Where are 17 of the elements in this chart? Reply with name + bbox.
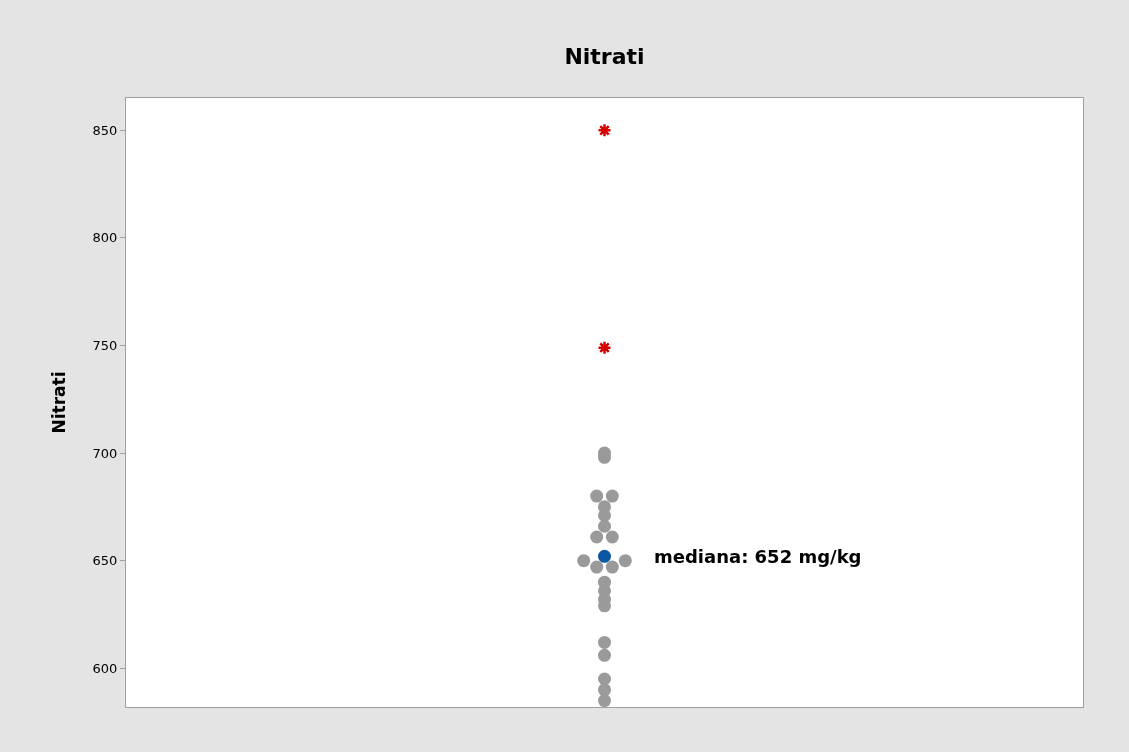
point <box>597 340 612 355</box>
y-tick-label: 600 <box>92 660 118 676</box>
chart-title: Nitrati <box>564 43 645 69</box>
point <box>597 123 612 138</box>
y-axis-title: Nitrati <box>49 371 70 434</box>
y-tick-label: 800 <box>92 230 118 246</box>
point <box>598 648 611 662</box>
y-tick-label: 700 <box>92 445 118 461</box>
point <box>598 519 611 533</box>
point <box>598 635 611 649</box>
annotation: mediana: 652 mg/kg <box>654 546 862 567</box>
point <box>598 694 611 708</box>
point <box>598 683 611 697</box>
y-tick-label: 750 <box>92 338 118 354</box>
y-tick-label: 650 <box>92 553 118 569</box>
y-tick-label: 850 <box>92 122 118 138</box>
point <box>598 549 611 563</box>
